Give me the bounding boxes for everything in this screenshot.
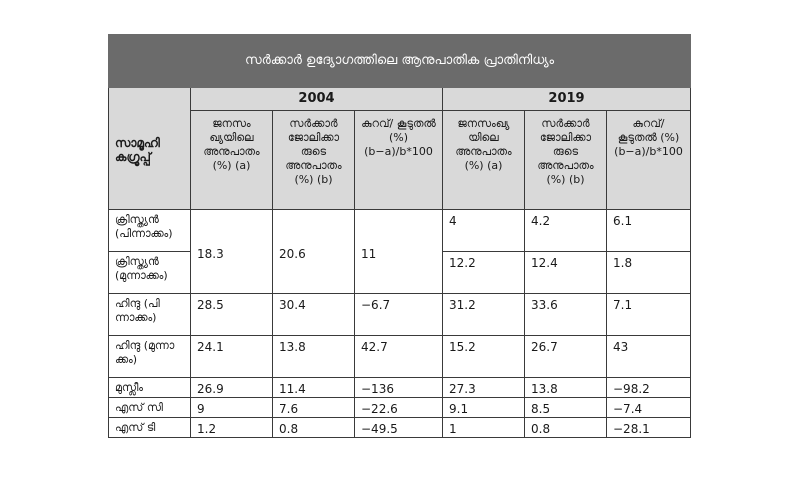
cell: 11.4 — [272, 377, 355, 398]
cell: −136 — [354, 377, 443, 398]
row-label: ഹിന്ദു (പി ന്നാക്കം) — [108, 293, 191, 336]
cell-merged: 18.3 — [190, 209, 273, 294]
row-label: ക്രിസ്ത്യൻ (മുന്നാക്കം) — [108, 251, 191, 294]
cell: 1.2 — [190, 417, 273, 438]
cell-merged: 20.6 — [272, 209, 355, 294]
year-2019-header: 2019 — [441, 87, 692, 111]
cell: 12.4 — [524, 251, 607, 294]
col-header-govt-2004: സർക്കാർ ജോലിക്കാ രുടെ അനുപാതം (%) (b) — [272, 110, 355, 210]
cell: −49.5 — [354, 417, 443, 438]
cell: 0.8 — [272, 417, 355, 438]
table-row: എസ് ടി 1.2 0.8 −49.5 1 0.8 −28.1 — [108, 417, 692, 438]
col-header-diff-2019: കുറവ്/ കൂടുതൽ (%) (b−a)/b*100 — [605, 110, 692, 210]
col-header-pop-2004: ജനസം ഖ്യയിലെ അനുപാതം (%) (a) — [190, 110, 273, 210]
table-row: ക്രിസ്ത്യൻ (പിന്നാക്കം) 18.3 20.6 11 4 4… — [108, 209, 692, 294]
col-header-govt-2019: സർക്കാർ ജോലിക്കാ രുടെ അനുപാതം (%) (b) — [524, 110, 607, 210]
row-label: എസ് സി — [108, 397, 191, 418]
row-label: എസ് ടി — [108, 417, 191, 438]
table-row: എസ് സി 9 7.6 −22.6 9.1 8.5 −7.4 — [108, 397, 692, 418]
cell-merged: 11 — [354, 209, 443, 294]
cell: 0.8 — [524, 417, 607, 438]
table-title: സർക്കാർ ഉദ്യോഗത്തിലെ ആനുപാതിക പ്രാതിനിധ്… — [107, 34, 692, 88]
cell: −98.2 — [605, 377, 692, 398]
cell: 26.7 — [524, 335, 607, 378]
data-table-container: സർക്കാർ ഉദ്യോഗത്തിലെ ആനുപാതിക പ്രാതിനിധ്… — [107, 34, 692, 452]
table-row: ഹിന്ദു (മുന്നാ ക്കം) 24.1 13.8 42.7 15.2… — [108, 335, 692, 378]
cell: 1 — [442, 417, 525, 438]
year-2004-header: 2004 — [190, 87, 443, 111]
table-row: ഹിന്ദു (പി ന്നാക്കം) 28.5 30.4 −6.7 31.2… — [108, 293, 692, 336]
cell: −22.6 — [354, 397, 443, 418]
cell: 15.2 — [442, 335, 525, 378]
cell: 7.1 — [605, 293, 692, 336]
cell: 26.9 — [190, 377, 273, 398]
cell: 1.8 — [605, 251, 692, 294]
representation-table: സർക്കാർ ഉദ്യോഗത്തിലെ ആനുപാതിക പ്രാതിനിധ്… — [107, 34, 692, 438]
cell: 33.6 — [524, 293, 607, 336]
cell: 6.1 — [605, 209, 692, 252]
cell: 9 — [190, 397, 273, 418]
cell: 28.5 — [190, 293, 273, 336]
table-row: ക്രിസ്ത്യൻ (മുന്നാക്കം) 12.2 12.4 1.8 — [108, 251, 692, 294]
col-header-diff-2004: കുറവ്/ കൂടുതൽ (%) (b−a)/b*100 — [354, 110, 443, 210]
cell: 43 — [605, 335, 692, 378]
cell: −6.7 — [354, 293, 443, 336]
cell: 4.2 — [524, 209, 607, 252]
cell: 8.5 — [524, 397, 607, 418]
row-label: ക്രിസ്ത്യൻ (പിന്നാക്കം) — [108, 209, 191, 252]
col-header-pop-2019: ജനസംഖ്യ യിലെ അനുപാതം (%) (a) — [442, 110, 525, 210]
cell: 7.6 — [272, 397, 355, 418]
cell: 13.8 — [524, 377, 607, 398]
cell: 42.7 — [354, 335, 443, 378]
group-column-header: സാമൂഹി കഗ്രൂപ്പ് — [108, 87, 191, 210]
cell: 24.1 — [190, 335, 273, 378]
cell: 12.2 — [442, 251, 525, 294]
cell: 9.1 — [442, 397, 525, 418]
cell: 31.2 — [442, 293, 525, 336]
cell: 30.4 — [272, 293, 355, 336]
cell: 13.8 — [272, 335, 355, 378]
cell: 4 — [442, 209, 525, 252]
cell: −7.4 — [605, 397, 692, 418]
row-label: ഹിന്ദു (മുന്നാ ക്കം) — [108, 335, 191, 378]
row-label: മുസ്ലീം — [108, 377, 191, 398]
cell: 27.3 — [442, 377, 525, 398]
cell: −28.1 — [605, 417, 692, 438]
table-row: മുസ്ലീം 26.9 11.4 −136 27.3 13.8 −98.2 — [108, 377, 692, 398]
